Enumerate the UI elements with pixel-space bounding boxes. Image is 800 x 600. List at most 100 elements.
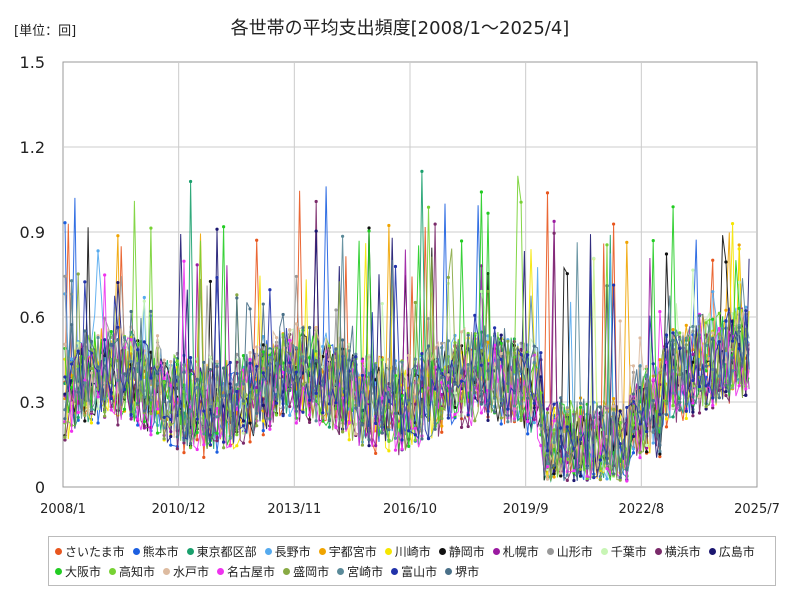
data-point (737, 247, 741, 251)
data-point (684, 323, 688, 327)
data-point (341, 234, 345, 238)
data-point (724, 360, 728, 364)
data-point (155, 407, 160, 411)
data-point (122, 372, 127, 376)
legend-label: 長野市 (274, 544, 311, 559)
data-point (711, 406, 715, 410)
data-point (288, 328, 292, 332)
data-point (407, 353, 411, 358)
data-point (70, 362, 74, 366)
data-point (241, 441, 246, 445)
data-point (631, 423, 636, 427)
data-point (188, 355, 193, 360)
data-point (400, 447, 404, 451)
data-point (572, 469, 576, 473)
data-point (473, 366, 477, 370)
data-point (651, 398, 655, 403)
data-point (89, 421, 94, 425)
data-point (479, 190, 483, 194)
data-point (63, 417, 67, 421)
data-point (228, 436, 232, 440)
data-point (162, 426, 166, 430)
data-point (625, 468, 629, 472)
data-point (188, 446, 193, 450)
data-point (169, 360, 173, 364)
unit-label: [単位：回] (14, 24, 77, 39)
data-point (459, 425, 464, 429)
data-point (314, 419, 318, 423)
data-point (552, 402, 556, 406)
legend-marker-icon (132, 547, 140, 555)
data-point (440, 424, 444, 428)
data-point (208, 443, 213, 447)
x-tick-label: 2016/10 (383, 502, 437, 517)
data-point (618, 475, 622, 479)
data-point (367, 226, 371, 230)
legend-label: 名古屋市 (227, 564, 276, 579)
data-point (638, 410, 642, 414)
data-point (387, 428, 391, 432)
data-point (235, 360, 239, 364)
legend-item: 高知市 (109, 561, 155, 581)
data-point (380, 396, 384, 400)
data-point (737, 280, 741, 284)
data-point (651, 430, 655, 434)
legend-marker-icon (186, 547, 194, 555)
data-point (261, 350, 265, 354)
data-point (116, 423, 120, 427)
data-point (578, 401, 583, 405)
data-point (684, 402, 688, 406)
data-point (711, 290, 715, 294)
data-point (89, 371, 94, 375)
legend-marker-icon (708, 547, 716, 555)
legend-item: 名古屋市 (217, 561, 275, 581)
data-point (255, 345, 259, 349)
legend-marker-icon (337, 567, 345, 575)
data-point (188, 179, 193, 184)
legend-marker-icon (445, 567, 453, 575)
data-point (493, 363, 497, 367)
x-tick-label: 2008/1 (40, 502, 86, 517)
data-point (268, 417, 272, 421)
data-point (638, 456, 642, 460)
data-point (711, 367, 715, 372)
x-tick-label: 2010/12 (152, 502, 206, 517)
data-point (367, 229, 371, 233)
data-point (76, 272, 80, 276)
data-point (334, 401, 338, 405)
data-point (96, 421, 100, 425)
data-point (241, 401, 246, 406)
data-point (89, 366, 94, 371)
data-point (664, 360, 669, 365)
data-point (248, 357, 252, 361)
data-point (744, 309, 748, 313)
data-point (327, 344, 331, 348)
data-point (651, 362, 655, 366)
data-point (493, 410, 497, 414)
data-point (215, 227, 219, 231)
data-point (730, 356, 735, 360)
data-point (499, 341, 503, 345)
data-point (294, 346, 298, 350)
data-point (374, 451, 378, 455)
data-point (155, 431, 160, 435)
data-point (645, 446, 649, 450)
data-point (387, 399, 391, 404)
data-point (678, 373, 682, 377)
data-point (63, 342, 67, 346)
data-point (70, 429, 74, 433)
data-point (730, 339, 735, 343)
data-point (182, 363, 186, 367)
data-point (697, 411, 702, 415)
data-point (453, 412, 457, 416)
data-point (96, 365, 100, 369)
data-point (645, 429, 649, 434)
data-point (552, 475, 556, 479)
data-point (717, 374, 721, 378)
data-point (341, 338, 345, 342)
data-point (129, 359, 133, 364)
data-point (466, 362, 470, 367)
series-line (64, 276, 750, 480)
legend-item: 札幌市 (492, 541, 539, 561)
data-point (281, 370, 285, 375)
